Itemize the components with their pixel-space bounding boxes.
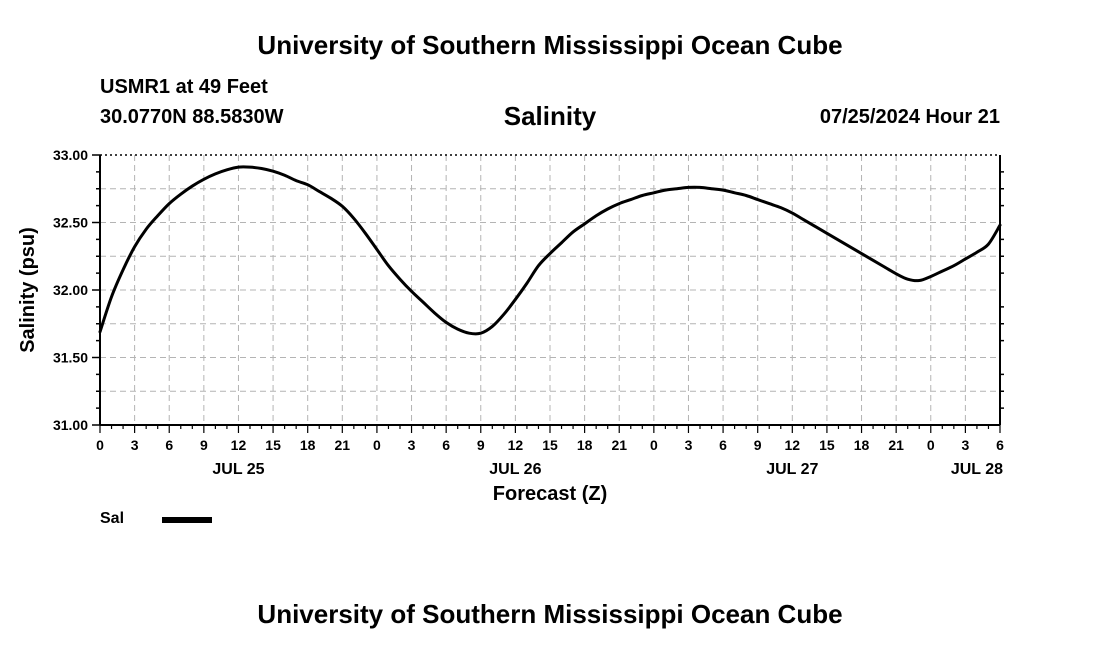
x-tick-label: 3 [685, 437, 693, 453]
x-day-label: JUL 27 [766, 461, 818, 478]
x-day-label: JUL 26 [489, 461, 541, 478]
x-tick-label: 12 [508, 437, 524, 453]
chart-title: Salinity [503, 101, 597, 131]
series-line-sal [98, 165, 1002, 336]
station-coords: 30.0770N 88.5830W [100, 106, 284, 128]
axis-layer: 31.00 31.50 32.00 32.50 33.00 0 3 6 9 12 15 18 21 0 3 6… [53, 147, 1004, 478]
page-title-top: University of Southern Mississippi Ocean… [257, 30, 843, 60]
x-tick-label: 12 [231, 437, 247, 453]
legend-label: Sal [100, 510, 125, 527]
station-label: USMR1 at 49 Feet [100, 76, 268, 98]
y-tick-label: 31.50 [53, 350, 88, 366]
x-tick-label: 9 [754, 437, 762, 453]
x-tick-label: 0 [373, 437, 381, 453]
x-tick-label: 15 [542, 437, 558, 453]
x-tick-label: 0 [96, 437, 104, 453]
series-layer [98, 165, 1002, 336]
y-tick-label: 32.50 [53, 215, 88, 231]
x-tick-label: 3 [131, 437, 139, 453]
x-tick-label: 0 [927, 437, 935, 453]
x-tick-label: 21 [888, 437, 904, 453]
x-tick-label: 18 [577, 437, 593, 453]
forecast-datetime: 07/25/2024 Hour 21 [819, 106, 1000, 128]
y-tick-label: 31.00 [53, 417, 88, 433]
x-tick-label: 9 [477, 437, 485, 453]
x-day-label: JUL 28 [951, 461, 1003, 478]
x-tick-label: 6 [996, 437, 1004, 453]
page-title-bottom: University of Southern Mississippi Ocean… [257, 599, 843, 629]
x-axis-label: Forecast (Z) [493, 483, 607, 505]
x-tick-label: 18 [300, 437, 316, 453]
legend-line-swatch [162, 517, 212, 523]
x-tick-label: 15 [819, 437, 835, 453]
x-tick-label: 15 [265, 437, 281, 453]
x-tick-label: 0 [650, 437, 658, 453]
grid-layer [100, 155, 1000, 425]
x-tick-label: 18 [854, 437, 870, 453]
y-tick-label: 33.00 [53, 147, 88, 163]
x-tick-label: 9 [200, 437, 208, 453]
x-tick-label: 21 [611, 437, 627, 453]
x-tick-label: 3 [408, 437, 416, 453]
x-tick-label: 21 [335, 437, 351, 453]
y-axis-label: Salinity (psu) [17, 227, 39, 353]
y-tick-label: 32.00 [53, 282, 88, 298]
x-tick-label: 12 [785, 437, 801, 453]
x-tick-label: 3 [961, 437, 969, 453]
x-tick-label: 6 [719, 437, 727, 453]
x-day-label: JUL 25 [212, 461, 264, 478]
x-tick-label: 6 [442, 437, 450, 453]
x-tick-label: 6 [165, 437, 173, 453]
